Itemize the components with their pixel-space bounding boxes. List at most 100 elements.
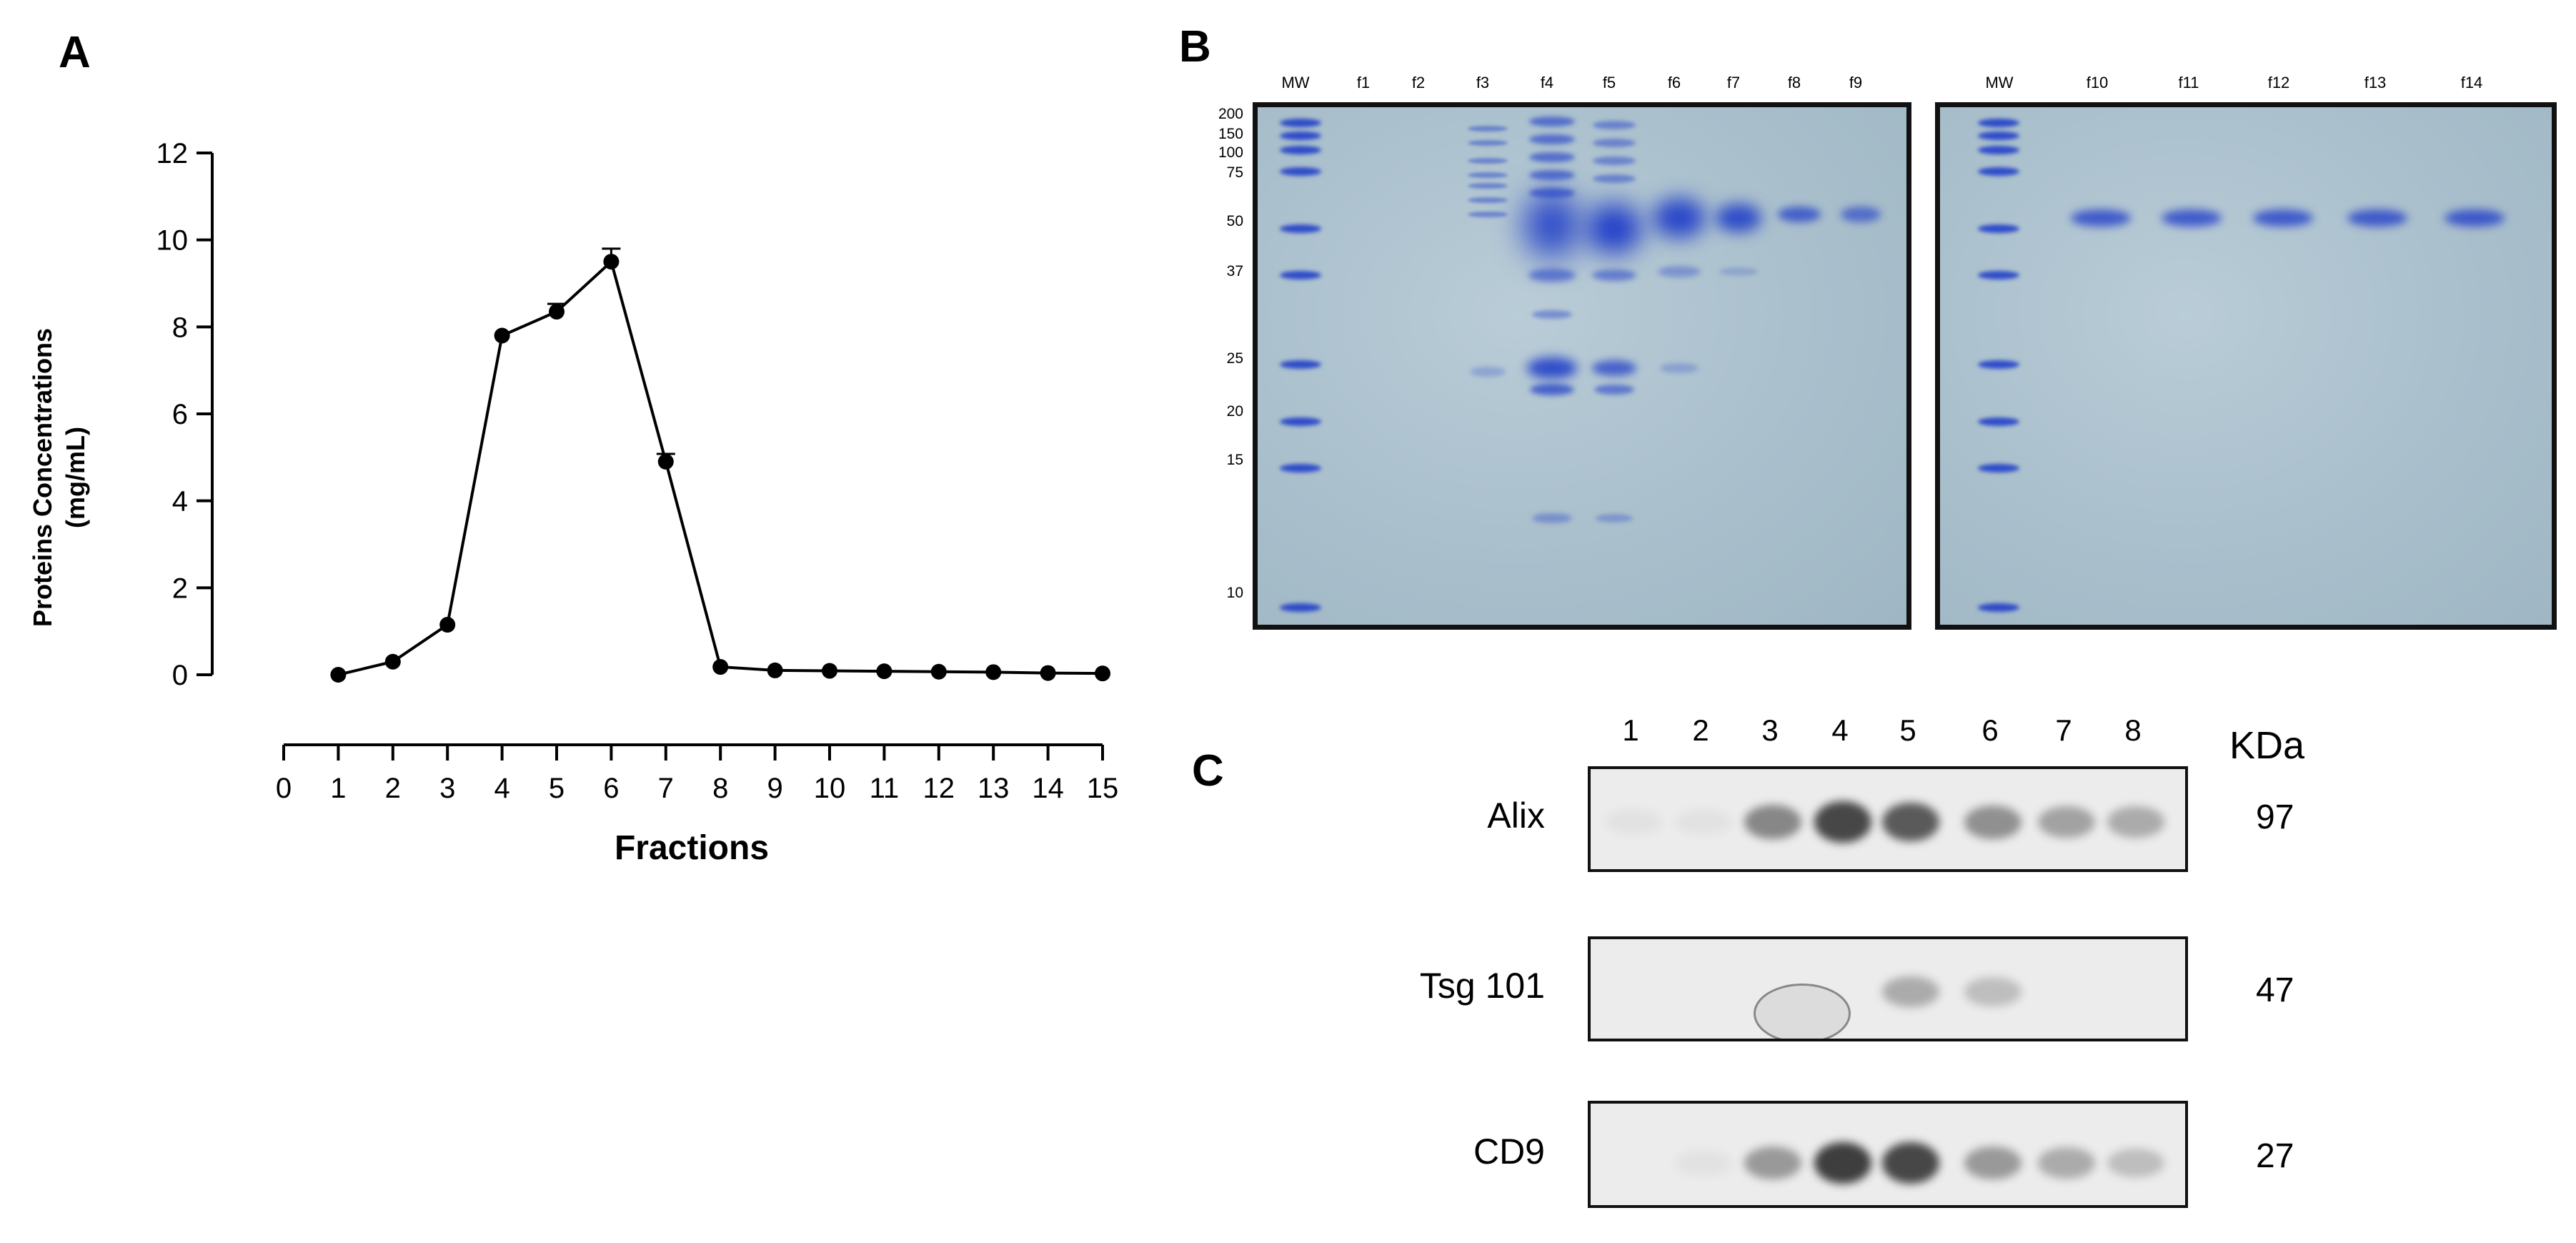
ladder-band: [1978, 167, 2019, 176]
ladder-band: [1978, 132, 2019, 140]
ladder-band: [1978, 464, 2019, 472]
gel-band: [1524, 193, 1580, 257]
x-tick-label: 10: [814, 773, 846, 804]
blot-lane-label: 7: [2055, 713, 2072, 747]
gel-band: [1529, 170, 1575, 180]
x-tick-label: 5: [549, 773, 565, 804]
blot-band: [1744, 804, 1801, 840]
x-tick-label: 3: [439, 773, 455, 804]
panel-label-a: A: [59, 28, 91, 77]
gel-band: [1530, 384, 1574, 395]
blot-lane-label: 1: [1622, 713, 1639, 747]
gel-lane-label: f11: [2178, 74, 2199, 91]
mw-marker-label: 37: [1226, 263, 1243, 279]
mw-marker-label: 15: [1226, 452, 1243, 468]
gel-band: [1468, 140, 1508, 146]
x-tick-label: 4: [494, 773, 509, 804]
ladder-band: [1280, 464, 1321, 472]
gel-left: [1253, 102, 1911, 630]
blot-band: [1882, 802, 1939, 842]
mw-marker-label: 150: [1218, 126, 1243, 142]
x-tick-label: 12: [923, 773, 955, 804]
ladder-band: [1280, 360, 1321, 369]
blot-band: [1964, 1147, 2021, 1179]
ladder-band: [1280, 224, 1321, 233]
x-tick-label: 9: [767, 773, 782, 804]
gel-band: [1841, 207, 1881, 222]
y-tick-label: 12: [156, 138, 189, 169]
gel-band: [1468, 183, 1508, 189]
gel-band: [1719, 267, 1758, 276]
blot-band: [2107, 1148, 2164, 1178]
gel-band: [1653, 198, 1706, 238]
blot-protein-label: Tsg 101: [1419, 966, 1545, 1006]
blot-artifact: [1754, 984, 1851, 1039]
gel-band: [1468, 197, 1508, 203]
mw-marker-label: 25: [1226, 350, 1243, 367]
mw-marker-label: 10: [1226, 585, 1243, 601]
gel-band: [2071, 209, 2131, 227]
blot-band: [2038, 806, 2095, 838]
blot-band: [1814, 801, 1871, 843]
blot-lane-label: 4: [1831, 713, 1849, 747]
data-point: [712, 659, 729, 675]
blot-kda-value: 97: [2256, 798, 2294, 836]
ladder-band: [1978, 603, 2019, 612]
blot-kda-value: 47: [2256, 971, 2294, 1009]
gel-band: [2445, 209, 2505, 227]
gel-band: [1658, 266, 1701, 277]
data-point: [822, 663, 837, 679]
gel-lane-label: f1: [1356, 74, 1371, 91]
ladder-band: [1978, 224, 2019, 233]
gel-band: [1468, 172, 1508, 178]
data-point: [549, 304, 565, 320]
data-point: [876, 663, 892, 680]
gel-band: [1529, 117, 1575, 127]
gel-band: [1593, 174, 1636, 183]
mw-marker-label: 200: [1218, 106, 1243, 122]
gel-lane-label: f6: [1667, 74, 1681, 91]
gel-band: [1593, 139, 1636, 147]
gel-band: [1532, 310, 1572, 319]
data-point: [603, 254, 620, 270]
gel-lane-label: f12: [2267, 74, 2290, 91]
blot-strip: [1588, 1101, 2188, 1208]
ladder-band: [1280, 417, 1321, 426]
data-point: [494, 327, 510, 344]
data-point: [384, 653, 401, 670]
ladder-band: [1978, 360, 2019, 369]
blot-strip: [1588, 936, 2188, 1041]
y-axis: 0 2 4 6 8 10 12: [156, 138, 214, 691]
blot-band: [1964, 805, 2021, 839]
blot-band: [1675, 809, 1732, 835]
x-tick-label: 14: [1032, 773, 1064, 804]
gel-band: [1594, 385, 1634, 395]
blot-band: [1675, 1150, 1732, 1176]
gel-band: [1527, 357, 1577, 379]
gel-band: [1592, 360, 1636, 376]
blot-band: [1882, 1142, 1939, 1184]
ladder-band: [1978, 146, 2019, 154]
y-axis-label: Proteins Concentrations: [28, 328, 57, 627]
gel-band: [1596, 514, 1633, 523]
x-axis-label: Fractions: [615, 829, 769, 867]
ladder-band: [1280, 146, 1321, 154]
x-tick-label: 11: [870, 773, 900, 804]
data-point: [439, 617, 456, 633]
gel-lane-label: MW: [1985, 74, 2014, 91]
series-line: [330, 247, 1110, 683]
gel-band: [1778, 207, 1821, 222]
gel-band: [1528, 269, 1576, 282]
x-tick-label: 2: [385, 773, 401, 804]
blot-lane-label: 3: [1761, 713, 1779, 747]
blot-lane-label: 8: [2124, 713, 2142, 747]
gel-lane-label: f4: [1540, 74, 1554, 91]
y-tick-label: 0: [172, 660, 188, 691]
gel-band: [1593, 121, 1636, 129]
data-point: [1040, 665, 1056, 681]
panel-label-c: C: [1192, 746, 1224, 796]
ladder-band: [1280, 119, 1321, 127]
gel-lane-label: f13: [2364, 74, 2387, 91]
x-tick-label: 6: [603, 773, 619, 804]
